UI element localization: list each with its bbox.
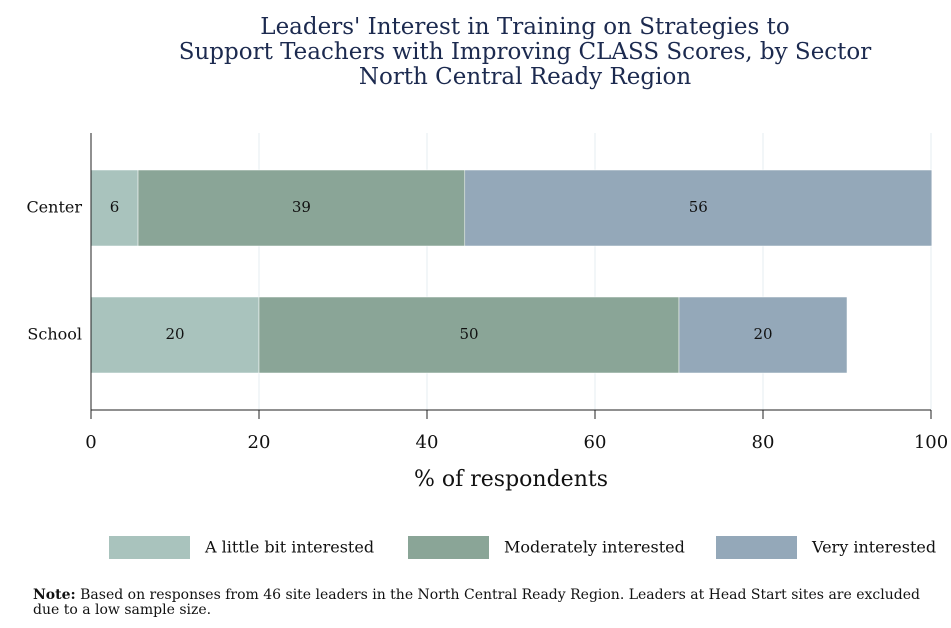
bar-segment [258, 296, 680, 374]
legend-swatch [109, 536, 190, 559]
bar-segment [678, 296, 848, 374]
y-tick-label: Center [26, 198, 82, 217]
bar-segment [137, 169, 466, 247]
x-tick-label: 100 [914, 432, 948, 453]
chart: Leaders' Interest in Training on Strateg… [26, 14, 948, 559]
x-tick-label: 40 [416, 432, 439, 453]
note-text: Based on responses from 46 site leaders … [33, 587, 920, 618]
y-tick-label: School [27, 325, 82, 344]
data-label: 39 [292, 198, 311, 216]
legend-label: Very interested [811, 538, 936, 557]
legend-label: Moderately interested [504, 538, 685, 557]
bar-segment [90, 169, 139, 247]
data-label: 56 [689, 198, 708, 216]
note-label: Note: [33, 587, 76, 603]
chart-title: Leaders' Interest in Training on Strateg… [260, 14, 789, 40]
chart-title: Support Teachers with Improving CLASS Sc… [179, 39, 872, 65]
chart-subtitle: North Central Ready Region [359, 64, 691, 90]
x-tick-label: 60 [584, 432, 607, 453]
x-tick-label: 80 [752, 432, 775, 453]
data-label: 50 [459, 325, 478, 343]
legend-label: A little bit interested [204, 538, 374, 557]
x-axis-label: % of respondents [414, 467, 608, 492]
x-tick-label: 0 [85, 432, 96, 453]
bar-segment [464, 169, 933, 247]
legend-swatch [408, 536, 489, 559]
data-label: 6 [110, 198, 120, 216]
data-label: 20 [165, 325, 184, 343]
legend-swatch [716, 536, 797, 559]
data-label: 20 [753, 325, 772, 343]
note: Note: Based on responses from 46 site le… [33, 588, 948, 618]
bar-segment [90, 296, 260, 374]
x-tick-label: 20 [248, 432, 271, 453]
